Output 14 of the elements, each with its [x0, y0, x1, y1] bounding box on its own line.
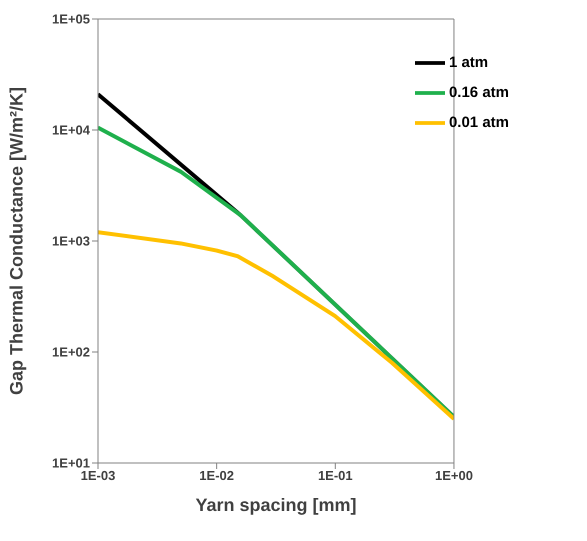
y-tick-label: 1E+01 [52, 456, 90, 471]
x-tick-label: 1E-01 [318, 468, 353, 484]
y-tick-label: 1E+04 [52, 122, 91, 138]
y-axis-title: Gap Thermal Conductance [W/m²/K] [6, 86, 26, 396]
x-axis-title: Yarn spacing [mm] [195, 495, 356, 515]
x-tick-label: 1E-02 [199, 468, 234, 484]
x-tick-label: 1E+00 [434, 468, 473, 484]
legend-label: 0.01 atm [448, 114, 509, 131]
y-tick-label: 1E+03 [52, 234, 90, 249]
y-tick-label: 1E+02 [52, 344, 90, 360]
legend-label: 0.16 atm [448, 84, 509, 101]
x-tick-label: 1E-03 [80, 468, 116, 484]
y-tick-label: 1E+05 [52, 12, 90, 27]
legend-label: 1 atm [448, 54, 488, 71]
